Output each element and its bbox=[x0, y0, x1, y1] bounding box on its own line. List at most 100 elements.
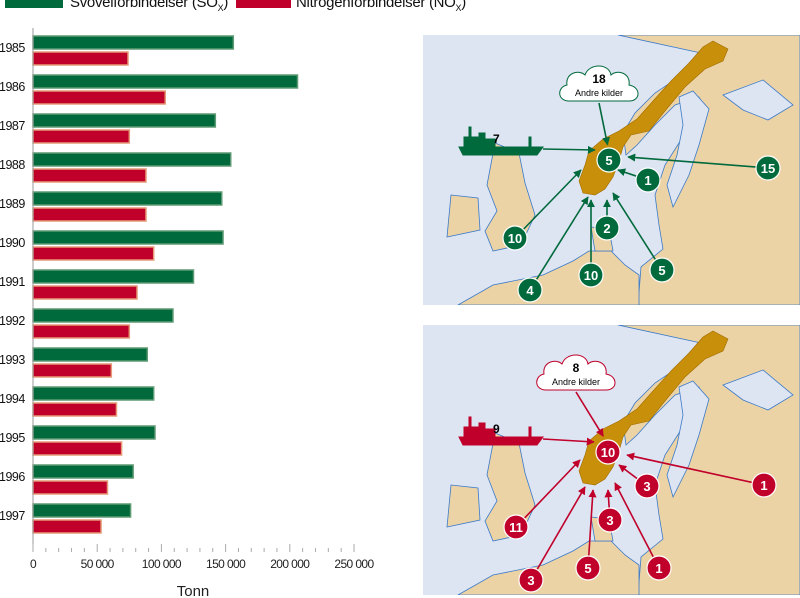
arrow-ship bbox=[542, 437, 595, 446]
arrow-source bbox=[614, 482, 660, 569]
bar-nox bbox=[32, 129, 131, 144]
arrow-source bbox=[514, 169, 582, 239]
source-circle bbox=[518, 567, 544, 593]
bar-sox bbox=[32, 152, 232, 167]
year-label: 1991 bbox=[0, 275, 25, 289]
x-tick-label: 150 000 bbox=[206, 557, 246, 571]
bar-sox bbox=[32, 464, 134, 479]
bar-nox bbox=[32, 441, 123, 456]
bar-sox bbox=[32, 386, 155, 401]
gulf-of-bothnia bbox=[666, 90, 710, 209]
year-label: 1989 bbox=[0, 197, 25, 211]
map-svg: 18 Andre kilder 7 5 1 15 10 2 4 10 5 bbox=[423, 35, 800, 305]
arrow-ship bbox=[542, 145, 596, 154]
land bbox=[484, 142, 536, 252]
source-circle bbox=[517, 277, 543, 303]
source-circle bbox=[502, 225, 528, 251]
legend-label-nox: Nitrogenforbindelser (NOX) bbox=[296, 0, 466, 13]
bar-nox bbox=[32, 90, 167, 105]
ship-icon: 9 bbox=[458, 416, 544, 446]
x-tick-label: 250 000 bbox=[334, 557, 374, 571]
arrow-source bbox=[530, 486, 586, 581]
land bbox=[446, 484, 481, 528]
bar-nox bbox=[32, 324, 131, 339]
source-circle bbox=[755, 155, 781, 181]
bar-sox bbox=[32, 35, 235, 50]
map-sox: 18 Andre kilder 7 5 1 15 10 2 4 10 5 bbox=[423, 35, 800, 305]
source-value: 11 bbox=[509, 520, 523, 535]
source-value: 5 bbox=[584, 561, 591, 576]
arrow-source bbox=[515, 459, 581, 528]
bar-sox bbox=[32, 191, 223, 206]
bar-sox bbox=[32, 230, 224, 245]
year-label: 1997 bbox=[0, 509, 25, 523]
source-value: 3 bbox=[527, 573, 534, 588]
ship-shape bbox=[458, 126, 544, 156]
source-circle bbox=[578, 262, 604, 288]
arrow-source bbox=[626, 452, 765, 486]
source-circle bbox=[594, 215, 620, 241]
cloud-label: Andre kilder bbox=[575, 88, 623, 98]
source-value: 2 bbox=[603, 221, 610, 236]
x-tick-label: 0 bbox=[30, 557, 37, 571]
arrow-cloud bbox=[598, 102, 610, 146]
source-circle bbox=[646, 555, 672, 581]
bar-sox bbox=[32, 503, 132, 518]
year-label: 1986 bbox=[0, 80, 25, 94]
ship-shape bbox=[458, 416, 544, 446]
arrow-source bbox=[612, 192, 663, 271]
source-value: 4 bbox=[526, 283, 534, 298]
land bbox=[484, 432, 536, 542]
source-value: 1 bbox=[644, 173, 651, 188]
bar-sox bbox=[32, 113, 217, 128]
bar-sox bbox=[32, 347, 149, 362]
white-sea bbox=[722, 369, 794, 411]
cloud-value: 8 bbox=[573, 361, 580, 375]
map-nox: 8 Andre kilder 9 10 3 1 11 3 3 5 1 bbox=[423, 325, 800, 595]
land bbox=[446, 194, 481, 238]
bar-sox bbox=[32, 269, 195, 284]
arrow-source bbox=[529, 196, 589, 291]
cloud-shape bbox=[536, 354, 616, 391]
bar-nox bbox=[32, 402, 118, 417]
cloud: 18 Andre kilder bbox=[559, 65, 639, 102]
year-label: 1993 bbox=[0, 353, 25, 367]
ship-icon: 7 bbox=[458, 126, 544, 156]
ship-value: 9 bbox=[493, 422, 500, 436]
source-value: 10 bbox=[584, 268, 598, 283]
source-value: 1 bbox=[760, 478, 767, 493]
source-circle bbox=[596, 147, 622, 173]
year-label: 1992 bbox=[0, 314, 25, 328]
bar-nox bbox=[32, 363, 113, 378]
bar-nox bbox=[32, 519, 102, 534]
cloud-value: 18 bbox=[592, 72, 606, 86]
source-value: 5 bbox=[658, 263, 665, 278]
bar-nox bbox=[32, 207, 147, 222]
source-value: 10 bbox=[601, 445, 615, 460]
bar-sox bbox=[32, 308, 174, 323]
bar-nox bbox=[32, 246, 155, 261]
source-value: 1 bbox=[655, 561, 662, 576]
cloud: 8 Andre kilder bbox=[536, 354, 616, 391]
source-circle bbox=[575, 555, 601, 581]
white-sea bbox=[722, 79, 794, 121]
bar-nox bbox=[32, 285, 138, 300]
source-circle bbox=[751, 472, 777, 498]
source-circle bbox=[595, 439, 621, 465]
bar-nox bbox=[32, 480, 109, 495]
year-label: 1995 bbox=[0, 431, 25, 445]
cloud-shape bbox=[559, 65, 639, 102]
source-value: 5 bbox=[605, 153, 612, 168]
source-circle bbox=[597, 507, 623, 533]
cloud-label: Andre kilder bbox=[552, 377, 600, 387]
x-axis-label: Tonn bbox=[177, 583, 210, 598]
x-tick-label: 100 000 bbox=[142, 557, 182, 571]
year-label: 1990 bbox=[0, 236, 25, 250]
bar-nox bbox=[32, 168, 147, 183]
source-value: 3 bbox=[643, 479, 650, 494]
ship-value: 7 bbox=[493, 132, 500, 146]
arrow-source bbox=[587, 489, 597, 569]
legend-label-sox: Svovelforbindelser (SOX) bbox=[70, 0, 229, 13]
bar-sox bbox=[32, 425, 156, 440]
